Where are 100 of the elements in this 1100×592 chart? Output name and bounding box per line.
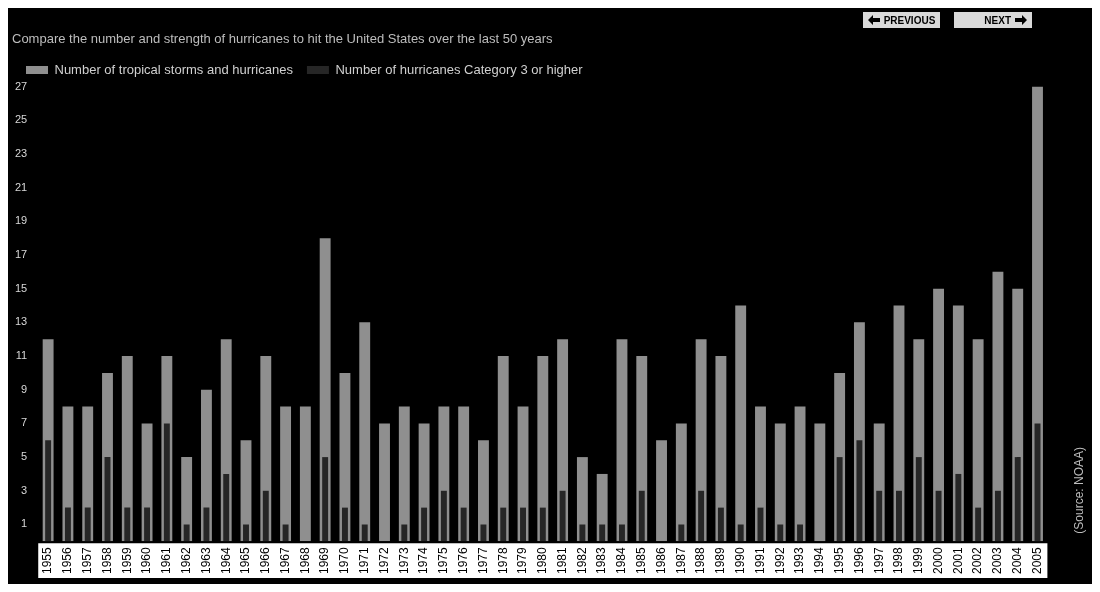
x-tick-label: 1984 — [614, 546, 629, 575]
bar — [638, 490, 645, 542]
x-tick-label: 1960 — [139, 546, 154, 575]
bar — [64, 507, 71, 542]
bar — [223, 473, 230, 542]
x-tick-label: 1959 — [119, 546, 134, 575]
legend-label: Number of hurricanes Category 3 or higher — [335, 61, 584, 77]
bar — [497, 356, 509, 542]
bar — [774, 423, 786, 542]
y-tick-label: 7 — [21, 416, 28, 429]
bar — [915, 457, 922, 542]
x-tick-label: 1965 — [238, 546, 253, 575]
bar — [737, 524, 744, 542]
y-tick-label: 21 — [14, 180, 28, 193]
y-tick-label: 1 — [21, 517, 28, 530]
x-tick-label: 1979 — [515, 546, 530, 575]
bar — [440, 490, 447, 542]
bar — [992, 271, 1004, 542]
bar — [282, 524, 289, 542]
x-tick-label: 1968 — [297, 546, 312, 575]
y-tick-label: 25 — [14, 113, 28, 126]
bar — [359, 322, 371, 542]
x-tick-label: 1962 — [178, 546, 193, 575]
bar — [121, 356, 133, 542]
x-tick-label: 1997 — [871, 546, 886, 575]
x-tick-label: 1958 — [99, 546, 114, 575]
x-tick-label: 1986 — [653, 546, 668, 575]
x-tick-label: 1994 — [812, 546, 827, 575]
text: NEXT — [984, 14, 1011, 26]
x-tick-label: 1987 — [673, 546, 688, 575]
x-tick-label: 1977 — [475, 546, 490, 575]
bar — [616, 339, 628, 542]
x-tick-label: 1989 — [713, 546, 728, 575]
bar — [262, 490, 269, 542]
x-tick-label: 1970 — [337, 546, 352, 575]
x-tick-label: 2003 — [990, 546, 1005, 575]
bar — [299, 406, 311, 542]
x-tick-label: 1969 — [317, 546, 332, 575]
x-tick-label: 1993 — [792, 546, 807, 575]
bar — [856, 440, 863, 542]
y-tick-label: 27 — [14, 79, 28, 92]
y-tick-label: 5 — [21, 450, 28, 463]
text: (Source: NOAA) — [1072, 447, 1086, 534]
x-tick-label: 1985 — [634, 546, 649, 575]
y-tick-label: 19 — [14, 214, 28, 227]
bar — [678, 524, 685, 542]
bar — [460, 507, 467, 542]
bar — [972, 339, 984, 542]
bar — [341, 507, 348, 542]
bar — [539, 507, 546, 542]
x-tick-label: 2004 — [1010, 546, 1025, 575]
x-tick-label: 1966 — [258, 546, 273, 575]
x-tick-label: 1967 — [277, 546, 292, 575]
x-tick-label: 1980 — [535, 546, 550, 575]
legend-label: Number of tropical storms and hurricanes — [54, 61, 294, 77]
bar — [836, 457, 843, 542]
bar — [280, 406, 292, 542]
y-tick-label: 17 — [14, 248, 28, 261]
bar — [675, 423, 687, 542]
bar — [975, 507, 982, 542]
x-tick-label: 1963 — [198, 546, 213, 575]
bar — [398, 406, 410, 542]
bar — [935, 490, 942, 542]
bar — [715, 356, 727, 542]
bar — [480, 524, 487, 542]
bar — [421, 507, 428, 542]
bar — [955, 473, 962, 542]
x-tick-label: 2002 — [970, 546, 985, 575]
bar — [401, 524, 408, 542]
bar — [777, 524, 784, 542]
bar — [896, 490, 902, 542]
bar — [559, 490, 566, 542]
bar — [537, 356, 549, 542]
bar — [144, 507, 151, 542]
x-tick-label: 1996 — [851, 546, 866, 575]
x-tick-label: 1998 — [891, 546, 906, 575]
bar — [656, 440, 667, 542]
bar — [698, 490, 705, 542]
x-tick-label: 1999 — [911, 546, 926, 575]
x-tick-label: 1991 — [752, 546, 767, 575]
bar — [163, 423, 170, 542]
y-tick-label: 9 — [21, 382, 28, 395]
x-tick-label: 1957 — [80, 546, 95, 575]
y-tick-label: 3 — [21, 483, 28, 496]
bar — [876, 490, 883, 542]
bar — [361, 524, 368, 542]
x-tick-label: 2005 — [1029, 546, 1044, 575]
x-tick-label: 1975 — [436, 546, 451, 575]
bar — [478, 440, 489, 542]
x-tick-label: 1978 — [495, 546, 510, 575]
x-tick-label: 1955 — [40, 546, 55, 575]
y-tick-label: 13 — [14, 315, 28, 328]
bar — [1014, 457, 1021, 542]
bar — [500, 507, 507, 542]
x-tick-label: 2000 — [930, 546, 945, 575]
x-tick-label: 1972 — [376, 546, 391, 575]
y-tick-label: 23 — [14, 146, 28, 159]
y-tick-label: 11 — [15, 349, 28, 362]
x-tick-label: 2001 — [950, 546, 965, 575]
bar — [599, 524, 606, 542]
